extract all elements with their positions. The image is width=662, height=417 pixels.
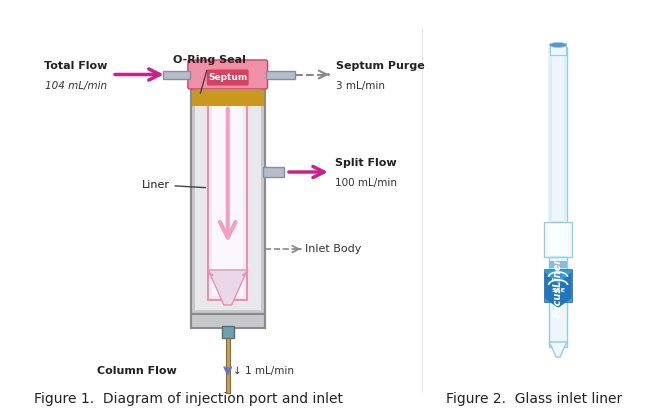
Bar bbox=[226, 338, 230, 393]
Text: Figure 2.  Glass inlet liner: Figure 2. Glass inlet liner bbox=[446, 392, 622, 406]
Text: Split Flow: Split Flow bbox=[334, 158, 397, 168]
Bar bbox=[549, 257, 567, 269]
Text: SGE: SGE bbox=[551, 289, 565, 294]
Text: FocusLiner: FocusLiner bbox=[553, 258, 563, 317]
Polygon shape bbox=[549, 342, 567, 357]
Bar bbox=[550, 43, 566, 55]
FancyBboxPatch shape bbox=[207, 70, 249, 85]
Polygon shape bbox=[544, 272, 572, 308]
Text: Septum Purge: Septum Purge bbox=[336, 60, 424, 70]
Text: ↓ 1 mL/min: ↓ 1 mL/min bbox=[232, 366, 294, 376]
Bar bbox=[163, 70, 190, 78]
Text: Total Flow: Total Flow bbox=[44, 60, 107, 70]
Bar bbox=[564, 47, 567, 222]
Bar bbox=[548, 224, 568, 255]
Bar bbox=[549, 47, 567, 222]
Bar bbox=[265, 70, 295, 78]
Bar bbox=[192, 90, 263, 106]
Bar bbox=[209, 96, 247, 300]
Bar bbox=[263, 167, 284, 177]
Bar bbox=[544, 222, 572, 257]
Bar bbox=[195, 86, 261, 310]
Bar bbox=[191, 82, 265, 314]
Text: 100 mL/min: 100 mL/min bbox=[334, 178, 397, 188]
Text: Column Flow: Column Flow bbox=[97, 366, 177, 376]
Bar bbox=[549, 47, 552, 222]
Bar bbox=[191, 314, 265, 328]
Ellipse shape bbox=[549, 43, 567, 48]
Bar bbox=[549, 302, 567, 347]
Text: Inlet Body: Inlet Body bbox=[305, 244, 362, 254]
Text: Figure 1.  Diagram of injection port and inlet: Figure 1. Diagram of injection port and … bbox=[34, 392, 344, 406]
Text: 3 mL/min: 3 mL/min bbox=[336, 80, 385, 90]
Text: Liner: Liner bbox=[142, 180, 205, 190]
Bar bbox=[549, 261, 567, 268]
Bar bbox=[544, 269, 572, 302]
Text: 104 mL/min: 104 mL/min bbox=[45, 80, 107, 90]
Bar bbox=[222, 326, 234, 338]
Text: Septum: Septum bbox=[208, 73, 248, 82]
Polygon shape bbox=[209, 270, 247, 305]
Bar bbox=[213, 100, 244, 296]
FancyBboxPatch shape bbox=[188, 60, 267, 89]
Text: O-Ring Seal: O-Ring Seal bbox=[173, 55, 246, 93]
